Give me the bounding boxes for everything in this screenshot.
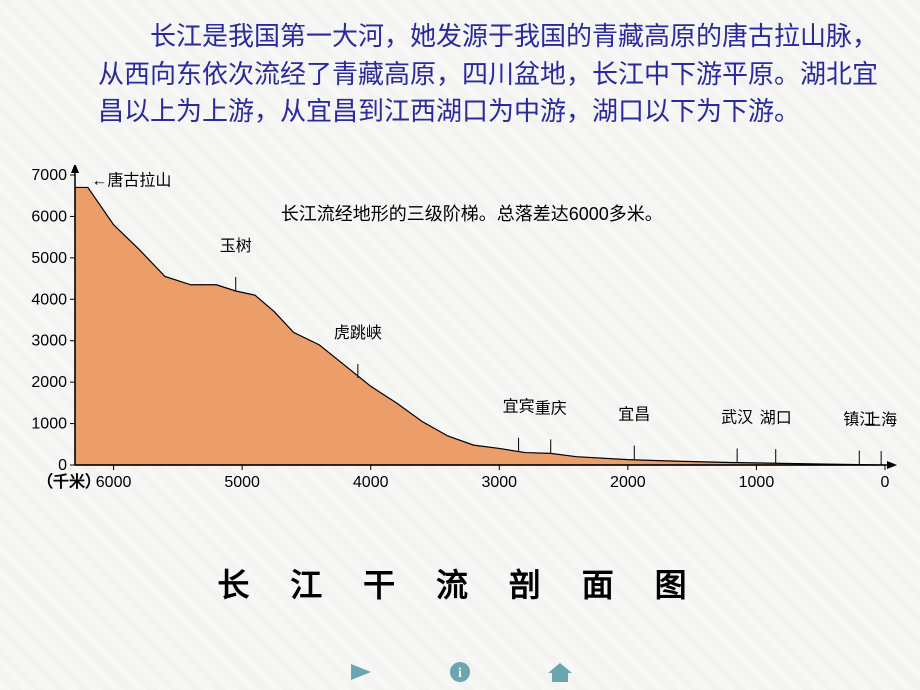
svg-text:←唐古拉山: ←唐古拉山 — [91, 171, 171, 189]
svg-text:武汉: 武汉 — [721, 409, 753, 427]
svg-text:7000: 7000 — [31, 167, 67, 184]
svg-text:1000: 1000 — [739, 474, 775, 491]
svg-text:i: i — [458, 666, 462, 681]
svg-text:2000: 2000 — [610, 474, 646, 491]
svg-text:0: 0 — [58, 457, 67, 474]
info-icon[interactable]: i — [445, 660, 475, 684]
svg-text:0: 0 — [881, 474, 890, 491]
svg-text:虎跳峡: 虎跳峡 — [334, 324, 382, 342]
svg-text:玉树: 玉树 — [220, 237, 252, 255]
nav-bar: i — [0, 660, 920, 684]
svg-text:湖口: 湖口 — [760, 409, 792, 427]
svg-text:4000: 4000 — [353, 474, 389, 491]
description-text: 长江是我国第一大河，她发源于我国的青藏高原的唐古拉山脉，从西向东依次流经了青藏高… — [98, 18, 882, 131]
svg-text:宜昌: 宜昌 — [618, 406, 650, 424]
svg-text:宜宾: 宜宾 — [503, 398, 535, 416]
svg-text:6000: 6000 — [96, 474, 132, 491]
svg-text:（千米）: （千米） — [37, 472, 101, 491]
svg-text:3000: 3000 — [31, 333, 67, 350]
play-icon[interactable] — [345, 660, 375, 684]
chart-subtitle: 长江流经地形的三级阶梯。总落差达6000多米。 — [281, 200, 663, 226]
svg-text:重庆: 重庆 — [535, 399, 567, 417]
svg-text:5000: 5000 — [224, 474, 260, 491]
svg-text:1000: 1000 — [31, 416, 67, 433]
svg-text:5000: 5000 — [31, 250, 67, 267]
svg-text:4000: 4000 — [31, 291, 67, 308]
home-icon[interactable] — [545, 660, 575, 684]
chart-title: 长 江 干 流 剖 面 图 — [0, 560, 920, 606]
svg-text:上海: 上海 — [865, 411, 897, 429]
svg-text:2000: 2000 — [31, 374, 67, 391]
svg-text:3000: 3000 — [481, 474, 517, 491]
svg-text:6000: 6000 — [31, 208, 67, 225]
